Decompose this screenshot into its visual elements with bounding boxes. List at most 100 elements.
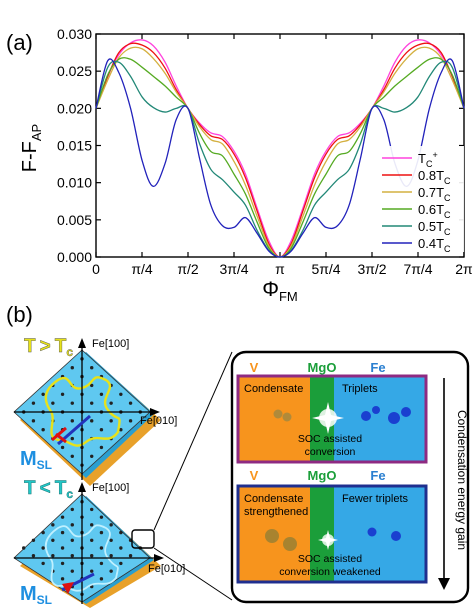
triplet-icons	[361, 406, 411, 424]
legend-entry: 0.8TC	[418, 168, 451, 186]
label-fe-bottom: Fe	[370, 468, 385, 483]
cooper-pair-icon-large	[265, 529, 279, 543]
lattice-dot	[31, 401, 36, 405]
lattice-dot	[109, 401, 113, 405]
lattice-dot	[99, 561, 104, 566]
lattice-dot	[31, 419, 36, 423]
few-triplet-icons	[367, 527, 401, 541]
lattice-dot	[109, 554, 113, 558]
lattice-dot	[70, 366, 74, 370]
lattice-dot	[109, 538, 113, 542]
lattice-dot	[90, 383, 94, 388]
lattice-dot	[60, 515, 65, 519]
legend-entry: 0.4TC	[418, 236, 451, 254]
y-tick-label: 0.020	[57, 100, 92, 116]
lattice-dot	[128, 419, 133, 423]
top-lattice-diamond	[13, 349, 161, 486]
lattice-dot	[70, 507, 74, 512]
lattice-dot	[109, 569, 113, 573]
lattice-dot	[70, 419, 74, 423]
lattice-dot	[70, 454, 74, 458]
lattice-dot	[119, 392, 123, 396]
axis-fe010-bottom: Fe[010]	[148, 563, 185, 575]
lattice-dot	[90, 454, 94, 458]
lattice-dot	[41, 561, 45, 566]
y-tick-label: 0.015	[57, 138, 92, 154]
lattice-dot	[60, 577, 65, 581]
lattice-dot	[90, 538, 94, 542]
x-tick-label: π/4	[131, 261, 153, 277]
condition-t-less-tc: T < Tc	[24, 478, 73, 501]
lattice-dot	[70, 436, 74, 441]
lattice-dot	[41, 392, 45, 396]
lattice-dot	[119, 546, 123, 550]
legend-entry: 0.5TC	[418, 219, 451, 237]
lattice-dot	[41, 546, 45, 550]
cooper-pair-contour-weak	[44, 524, 119, 592]
arrow-fe100-top	[78, 338, 86, 348]
label-v-bottom: V	[250, 468, 259, 483]
x-tick-label: π	[275, 261, 285, 277]
lattice-dot	[70, 569, 74, 573]
lattice-dot	[51, 523, 55, 527]
legend-entry: TC+	[418, 150, 438, 169]
top-junction-frame	[236, 374, 428, 464]
energy-gain-label: Condensation energy gain	[455, 410, 469, 550]
legend-entry: 0.7TC	[418, 185, 451, 203]
x-tick-label: 5π/4	[311, 261, 340, 277]
lattice-dot	[70, 554, 74, 558]
top-condensate-label: Condensate	[244, 383, 303, 395]
bottom-junction-frame	[236, 484, 428, 584]
sparkle-icon-small	[318, 530, 338, 550]
lattice-dot	[99, 392, 104, 396]
top-triplets-label: Triplets	[342, 383, 378, 395]
condition-t-greater-tc: T > Tc	[24, 336, 73, 359]
bottom-condensate-line1: Condensate	[244, 493, 303, 505]
lattice-dot	[70, 523, 74, 527]
lattice-dot	[31, 538, 36, 542]
x-tick-label: 3π/2	[357, 261, 386, 277]
label-fe-top: Fe	[370, 360, 385, 375]
lattice-dot	[99, 445, 104, 450]
top-soc-line1: SOC assisted	[298, 433, 362, 445]
zoom-line-bottom	[153, 547, 233, 601]
lattice-dot	[60, 546, 65, 550]
legend-box	[378, 146, 464, 252]
lattice-dot	[109, 523, 113, 527]
lattice-dot	[99, 428, 104, 432]
axis-fe100-bottom: Fe[100]	[92, 482, 129, 494]
red-arrow-head	[62, 582, 74, 594]
lattice-dot	[99, 577, 104, 581]
lattice-dot	[119, 428, 123, 432]
label-mgo-top: MgO	[308, 360, 337, 375]
energy-arrow-head	[438, 578, 450, 590]
y-tick-label: 0.030	[57, 26, 92, 42]
lattice-dot	[90, 569, 94, 573]
lattice-dot	[128, 401, 133, 405]
bottom-junction: Condensate strengthened Fewer triplets S…	[236, 484, 428, 584]
bottom-condensate-line2: strengthened	[244, 506, 308, 518]
x-tick-label: 7π/4	[403, 261, 432, 277]
lattice-dot	[99, 546, 104, 550]
arrow-fe010-top	[150, 408, 160, 416]
lattice-dot	[41, 530, 45, 535]
sparkle-icon	[312, 402, 344, 434]
y-tick-label: 0.010	[57, 175, 92, 191]
m-sl-label-top: MSL	[20, 448, 52, 472]
zoom-line-top	[153, 351, 233, 531]
y-tick-label: 0.025	[57, 63, 92, 79]
lattice-dot	[109, 419, 113, 423]
zoom-inset-marker	[131, 529, 155, 549]
lattice-dot	[70, 538, 74, 542]
lattice-dot	[119, 561, 123, 566]
y-axis-label: F-FAP	[19, 124, 44, 172]
bottom-triplets-label: Fewer triplets	[342, 493, 409, 505]
cooper-pair-contour	[44, 376, 121, 447]
top-soc-line2: conversion	[305, 446, 356, 458]
lattice-dot	[31, 554, 36, 558]
y-tick-label: 0.005	[57, 212, 92, 228]
lattice-dot	[119, 530, 123, 535]
arrow-fe100-bottom	[78, 482, 86, 492]
lattice-dot	[51, 554, 55, 558]
